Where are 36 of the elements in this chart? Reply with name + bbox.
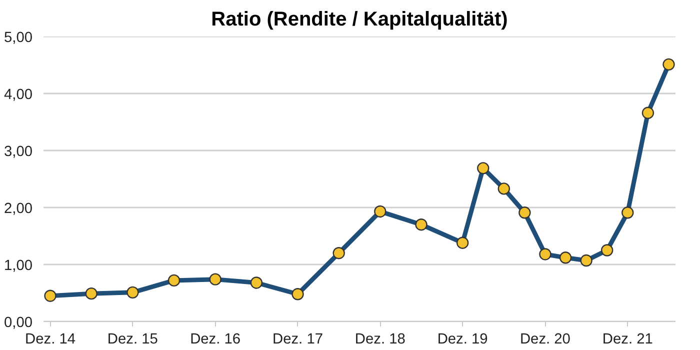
point [662,58,675,71]
point [539,248,552,260]
chart-title: Ratio (Rendite / Kapitalqualität) [211,8,508,30]
x-tick-label: Dez. 19 [437,332,488,348]
point [85,287,98,300]
point [559,252,572,264]
point [332,247,345,260]
point [126,286,139,299]
y-tick-label: 5,00 [4,30,33,46]
point [642,106,654,119]
point [477,162,490,174]
x-tick-label: Dez. 18 [354,332,406,348]
x-tick-label: Dez. 20 [520,332,570,348]
point [250,276,263,289]
point [415,218,428,231]
point [292,288,304,300]
y-tick-label: 1,00 [4,258,33,274]
point [498,182,510,195]
x-tick-label: Dez. 21 [602,332,653,348]
x-tick-label: Dez. 17 [272,332,324,348]
x-tick-label: Dez. 14 [25,332,76,348]
point [44,290,56,302]
y-tick-label: 2,00 [4,201,33,217]
point [374,205,386,218]
y-tick-label: 3,00 [4,144,33,160]
y-tick-label: 0,00 [4,315,33,331]
point [456,236,469,249]
point [580,254,592,267]
x-tick-label: Dez. 15 [107,332,158,348]
point [622,206,634,219]
x-tick-label: Dez. 16 [190,332,241,348]
point [168,274,180,287]
point [600,244,614,256]
y-tick-label: 4,00 [4,87,33,103]
point [209,273,222,286]
point [518,206,531,219]
